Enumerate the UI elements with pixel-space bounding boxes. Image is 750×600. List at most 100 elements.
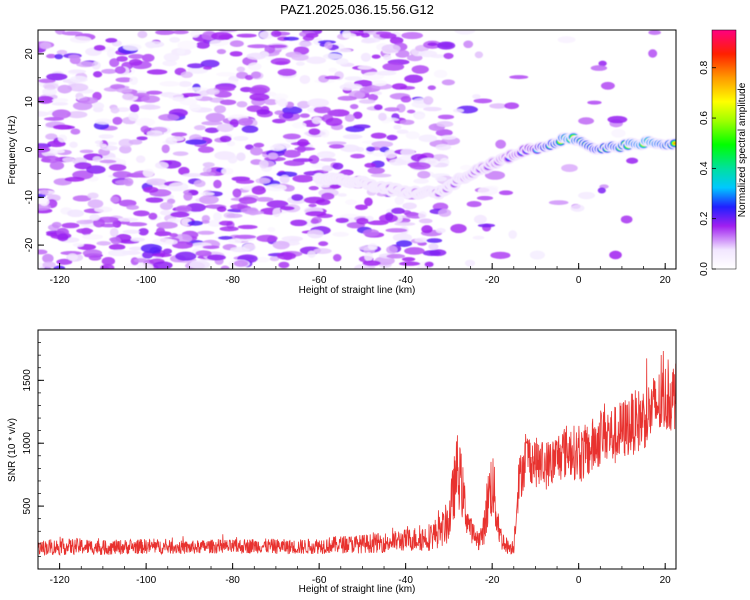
spectrogram-cell [57,233,69,242]
spectrogram-cell [305,211,327,217]
spectrogram-cell [202,66,212,70]
spectrogram-cell [382,62,405,71]
spectrogram-cell [264,99,279,106]
spectrogram-ridge-cell [673,142,676,145]
spectrogram-cell [163,52,180,62]
colorbar-tick-label: 0.2 [699,211,710,225]
snr-x-tick-label: -100 [136,575,156,586]
spectrogram-cell [282,112,294,119]
spectrogram-cell [217,236,233,240]
spectrogram-cell [400,95,412,103]
spectrogram-cell [529,250,545,260]
spectrogram-cell [152,237,174,245]
spectrogram-cell [367,243,378,251]
spectrogram-cell [207,219,223,227]
spectrogram-cell [315,199,331,206]
spectrogram-cell [362,260,381,267]
snr-x-tick-label: -60 [312,575,327,586]
spectrogram-cell [116,87,133,93]
spectrogram-cell [597,187,606,194]
spectrogram-cell [356,217,369,225]
spectrogram-cell [42,253,54,263]
spectrogram-cell [281,235,304,242]
spectrogram-cell [367,167,385,175]
spectrogram-cell [162,60,177,67]
spectrogram-cell [168,182,189,192]
spectrogram-cell [114,66,126,74]
spectrogram-cell [187,63,205,69]
spectrogram-cell [227,154,238,164]
spectrogram-cell [237,224,258,230]
spectrogram-cell [135,117,156,127]
spectrogram-cell [205,112,226,122]
spectrogram-cell [41,155,61,163]
spectrogram-cell [136,136,148,141]
spectrogram-cell [394,222,416,226]
spectrogram-cell [328,144,345,149]
spectrogram-cell [199,171,216,177]
spectrogram-cell [401,31,424,40]
spectrogram-cell [101,68,117,74]
spectrogram-cell [142,186,159,193]
spectrogram-cell [235,179,255,184]
spectrogram-cell [283,36,299,41]
spectrogram-cell [43,82,59,90]
spectrogram-cell [278,261,290,269]
spectrogram-cell [246,52,266,60]
spectrogram-cell [373,104,383,111]
spectrogram-y-axis: -20 -10 0 10 20 [24,29,44,270]
spectrogram-cell [392,233,413,242]
colorbar-tick-label: 0.0 [699,262,710,276]
spectrogram-cell [435,176,447,182]
spectrogram-cell [46,73,68,81]
spectrogram-cell [423,106,442,112]
spectrogram-cell [81,227,92,236]
spectrogram-cell [177,40,198,50]
spectrogram-cell [78,97,99,104]
spectrogram-cell [145,197,164,203]
spectrogram-cell [234,234,257,240]
spectrogram-cell [241,125,259,133]
spectrogram-cell [128,139,143,145]
spectrogram-cell [308,203,317,208]
spectrogram-cell [94,206,113,213]
spectrogram-cell [417,170,431,179]
spectrogram-cell [68,54,81,60]
spectrogram-cell [279,206,295,211]
spectrogram-cell [172,151,189,156]
spectrogram-cell [396,240,413,247]
spectrogram-cell [141,251,154,259]
spectrogram-cell [307,250,316,258]
spectrogram-cell [370,132,387,139]
spectrogram-cell [349,103,359,110]
spectrogram-cell [115,77,133,83]
spectrogram-cell [590,65,608,71]
spectrogram-cell [437,41,456,50]
spectrogram-heatmap [38,30,676,269]
spectrogram-cell [146,90,163,95]
colorbar-axis: 0.0 0.2 0.4 0.6 0.8 [699,60,716,276]
spectrogram-cell [96,241,112,246]
spectrogram-cell [226,213,243,219]
spectrogram-cell [393,124,402,130]
spectrogram-cell [200,191,215,196]
spectrogram-cell [142,168,155,178]
spectrogram-cell [332,231,349,237]
spectrogram-cell [370,173,392,178]
spectrogram-cell [435,227,446,234]
spectrogram-cell [267,226,276,233]
spectrogram-cell [180,71,193,79]
spectrogram-cell [105,38,118,43]
spectrogram-cell [195,41,210,49]
spectrogram-cell [298,41,313,47]
spectrogram-cell [232,188,242,198]
spectrogram-cell [472,235,485,240]
spectrogram-cell [423,96,434,105]
spectrogram-cell [110,236,122,245]
spectrogram-y-tick-label: 10 [24,96,35,108]
spectrogram-cell [87,192,99,199]
spectrogram-cell [476,195,494,201]
spectrogram-cell [201,120,223,126]
spectrogram-cell [183,192,193,201]
